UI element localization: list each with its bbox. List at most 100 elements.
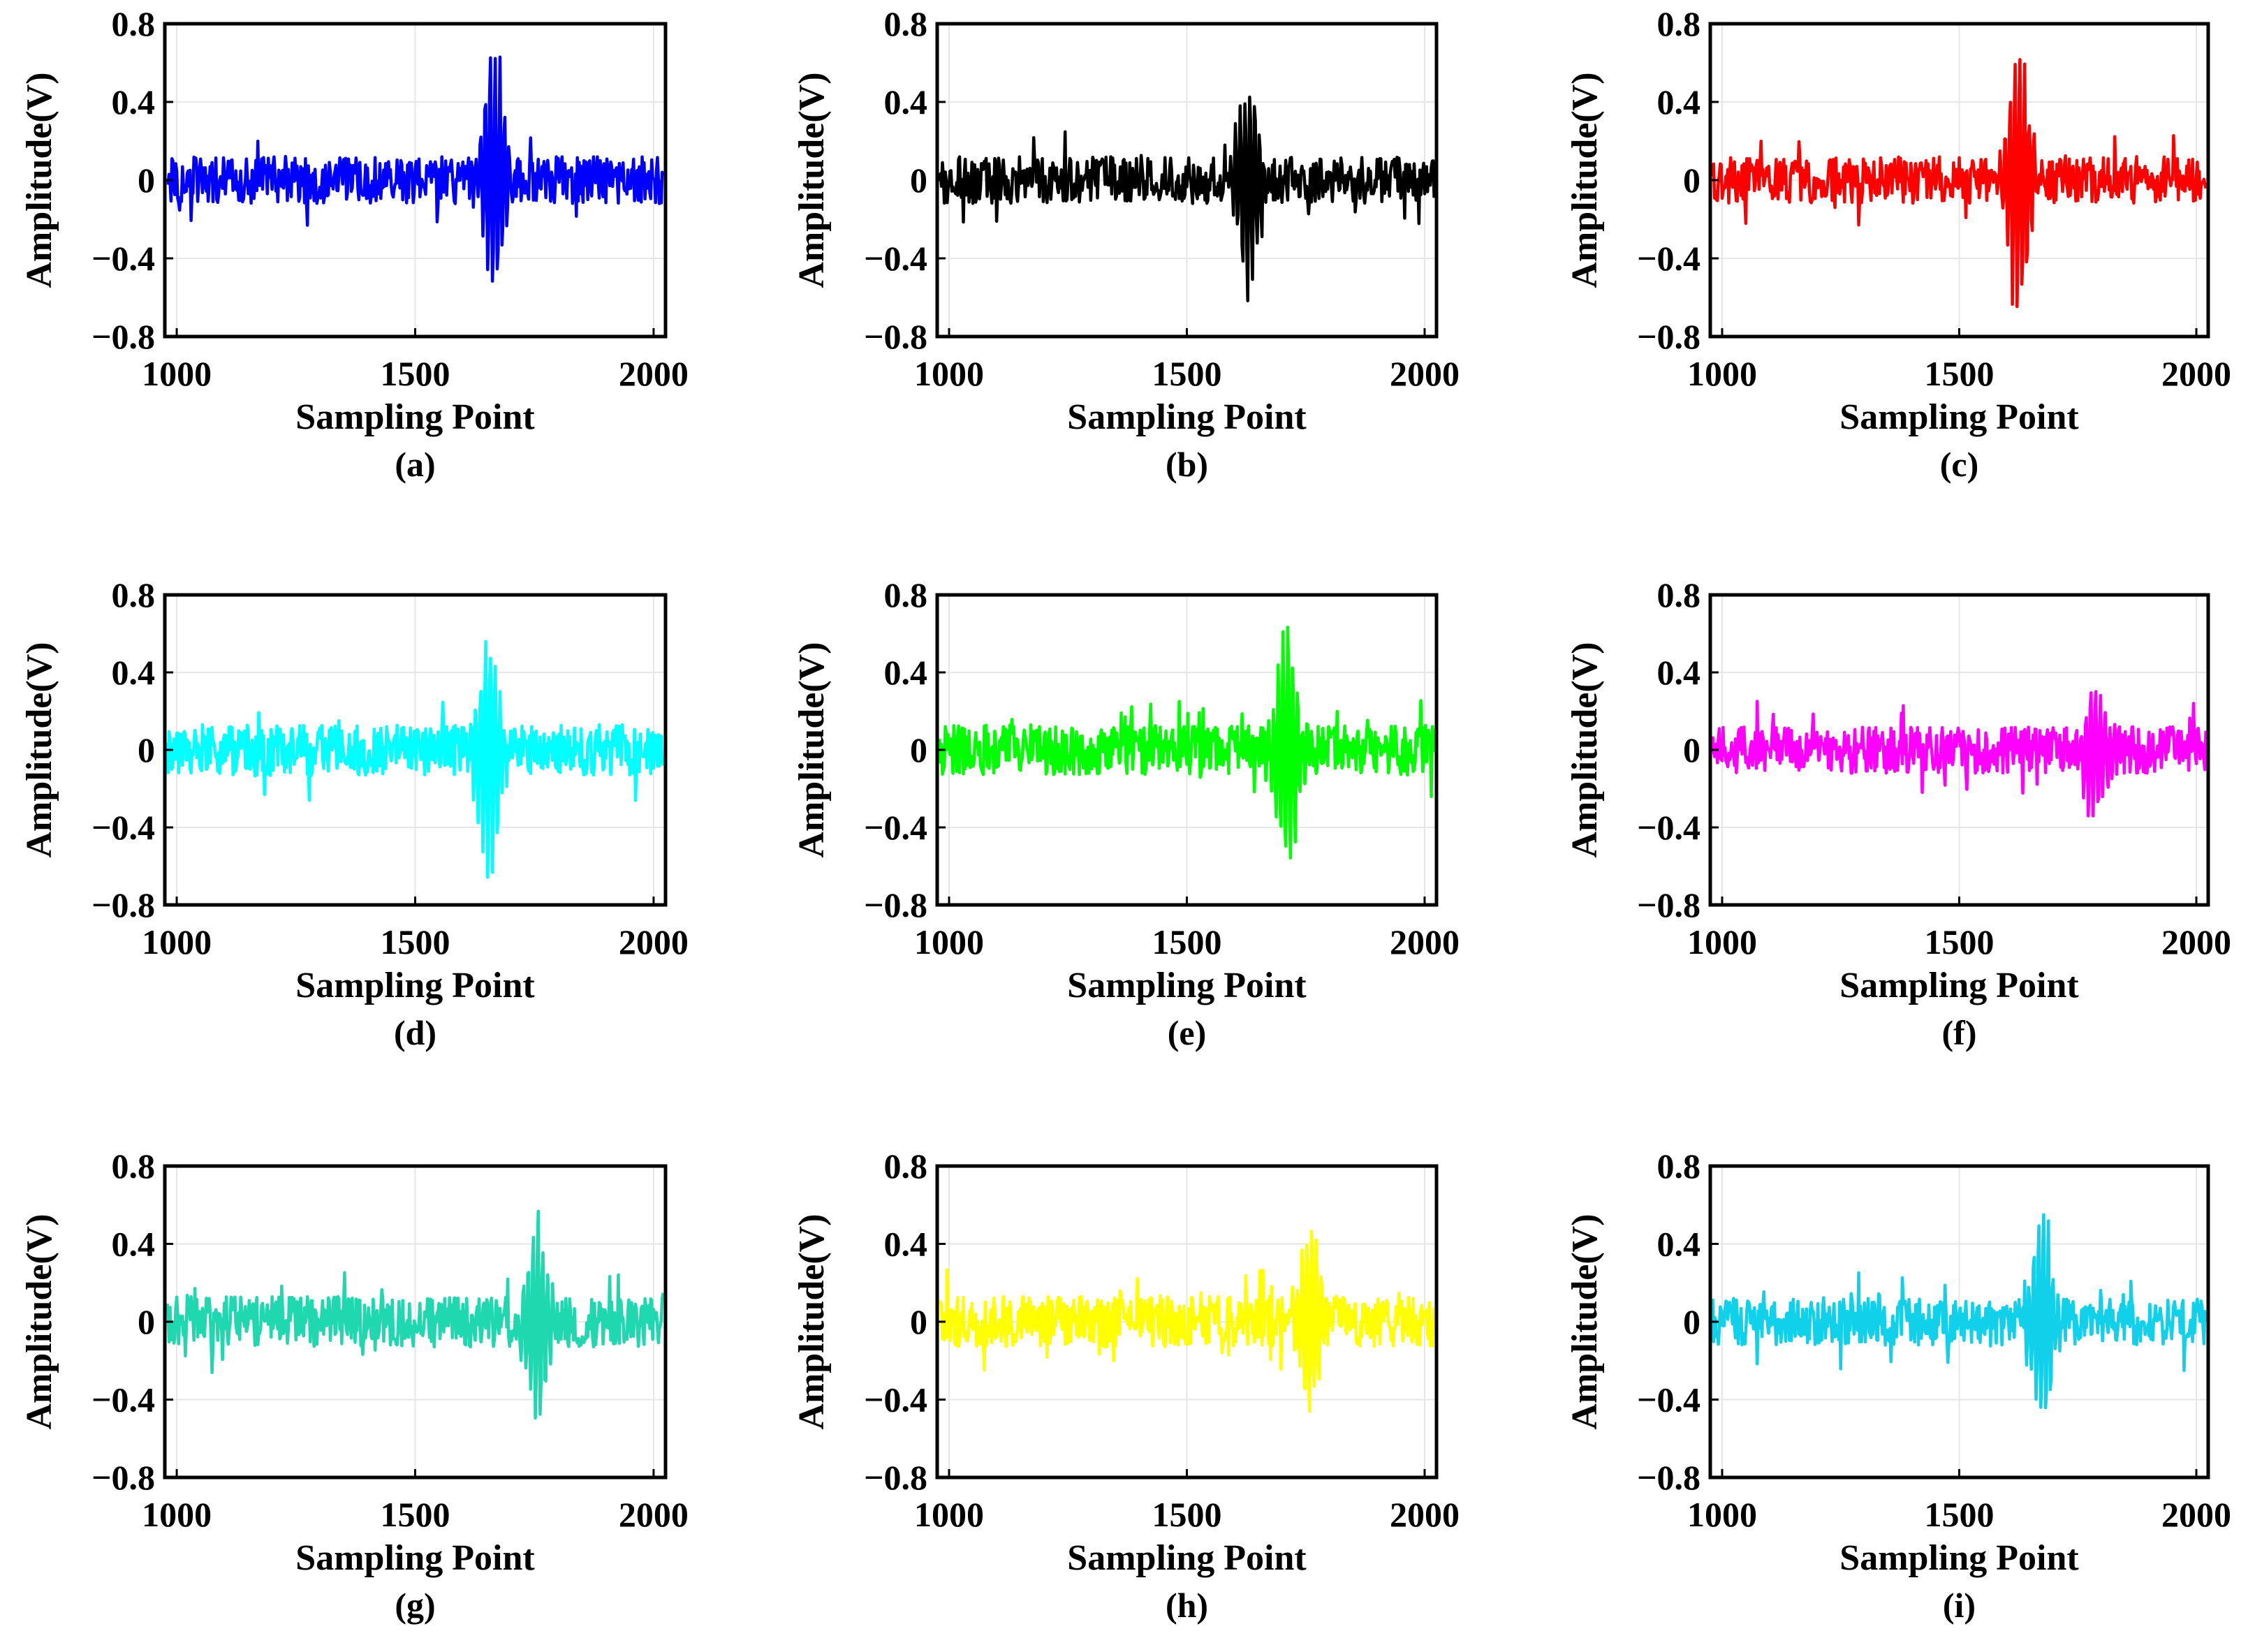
x-tick-label: 1000 xyxy=(142,354,212,393)
y-tick-label: 0 xyxy=(138,1302,155,1341)
panel-caption: (f) xyxy=(1942,1013,1977,1052)
series-line xyxy=(938,95,1436,302)
panel-caption: (a) xyxy=(395,445,435,484)
y-tick-label: 0 xyxy=(138,161,155,200)
x-tick-label: 2000 xyxy=(2161,922,2231,961)
series-line xyxy=(938,626,1436,860)
y-axis-title: Amplitude(V) xyxy=(1565,72,1605,288)
y-tick-label: −0.8 xyxy=(864,1458,927,1497)
y-tick-label: 0.4 xyxy=(112,653,156,692)
subplot-9: 1000 1500 2000 0.8 0.4 0 −0.4 −0.8 Sampling Poin… xyxy=(1565,1146,2231,1625)
subplot-6: 1000 1500 2000 0.8 0.4 0 −0.4 −0.8 Sampling Poin… xyxy=(1565,575,2231,1052)
subplot-2: 1000 1500 2000 0.8 0.4 0 −0.4 −0.8 Sampling Poin… xyxy=(792,4,1460,484)
x-tick-label: 1500 xyxy=(1925,922,1994,961)
y-tick-label: 0.8 xyxy=(112,4,156,43)
y-tick-label: 0.8 xyxy=(1657,4,1701,43)
x-axis-title: Sampling Point xyxy=(1067,397,1307,437)
y-tick-label: −0.8 xyxy=(91,317,155,356)
subplot-1: 1000 1500 2000 0.8 0.4 0 −0.4 −0.8 Sampling Poin… xyxy=(20,4,689,484)
y-tick-label: 0 xyxy=(1683,730,1700,769)
panel-caption: (i) xyxy=(1943,1586,1976,1625)
subplot-8: 1000 1500 2000 0.8 0.4 0 −0.4 −0.8 Sampling Poin… xyxy=(792,1146,1460,1625)
x-tick-label: 1500 xyxy=(381,1495,450,1534)
x-tick-label: 1000 xyxy=(1687,922,1757,961)
y-tick-label: −0.4 xyxy=(91,1380,155,1419)
x-tick-label: 2000 xyxy=(619,1495,689,1534)
y-tick-label: −0.4 xyxy=(1637,239,1700,278)
y-axis-title: Amplitude(V) xyxy=(792,1214,832,1429)
x-tick-label: 1000 xyxy=(1687,354,1757,393)
y-tick-label: −0.8 xyxy=(864,317,927,356)
y-tick-label: −0.4 xyxy=(864,1380,927,1419)
x-tick-label: 1500 xyxy=(1152,922,1222,961)
y-tick-label: −0.8 xyxy=(1637,885,1700,924)
x-tick-label: 1000 xyxy=(914,354,984,393)
y-axis-title: Amplitude(V) xyxy=(20,642,59,857)
x-tick-label: 1500 xyxy=(381,354,450,393)
y-tick-label: 0 xyxy=(910,161,927,200)
y-tick-label: −0.4 xyxy=(91,239,155,278)
x-tick-label: 1500 xyxy=(1152,1495,1222,1534)
x-tick-label: 2000 xyxy=(2161,1495,2231,1534)
y-axis-title: Amplitude(V) xyxy=(20,1214,59,1429)
y-tick-label: 0.4 xyxy=(884,1225,928,1264)
x-tick-label: 1500 xyxy=(1152,354,1222,393)
x-axis-title: Sampling Point xyxy=(295,397,535,437)
y-tick-label: −0.4 xyxy=(91,808,155,847)
series-line xyxy=(938,1230,1436,1413)
y-tick-label: 0.4 xyxy=(884,653,928,692)
series-line xyxy=(1711,690,2207,818)
x-tick-label: 1500 xyxy=(1925,1495,1994,1534)
y-tick-label: −0.8 xyxy=(91,1458,155,1497)
series-line xyxy=(1711,1213,2207,1410)
y-tick-label: −0.4 xyxy=(864,808,927,847)
x-axis-title: Sampling Point xyxy=(1839,966,2079,1005)
y-tick-label: 0 xyxy=(138,730,155,769)
x-tick-label: 1000 xyxy=(142,1495,212,1534)
y-tick-label: −0.8 xyxy=(1637,1458,1700,1497)
y-tick-label: 0.8 xyxy=(884,1146,928,1186)
panel-caption: (c) xyxy=(1940,445,1979,484)
series-line xyxy=(166,55,665,283)
y-tick-label: −0.4 xyxy=(864,239,927,278)
x-tick-label: 2000 xyxy=(1390,1495,1460,1534)
y-axis-title: Amplitude(V) xyxy=(792,72,832,288)
x-axis-title: Sampling Point xyxy=(1067,1538,1307,1578)
x-tick-label: 1000 xyxy=(914,1495,984,1534)
y-tick-label: 0 xyxy=(910,1302,927,1341)
panel-caption: (h) xyxy=(1166,1586,1208,1625)
x-tick-label: 1500 xyxy=(1925,354,1994,393)
x-tick-label: 2000 xyxy=(619,354,689,393)
y-axis-title: Amplitude(V) xyxy=(1565,1214,1605,1429)
y-axis-title: Amplitude(V) xyxy=(1565,642,1605,857)
y-tick-label: 0.8 xyxy=(884,4,928,43)
x-tick-label: 2000 xyxy=(1390,354,1460,393)
y-tick-label: −0.8 xyxy=(864,885,927,924)
subplot-4: 1000 1500 2000 0.8 0.4 0 −0.4 −0.8 Sampling Poin… xyxy=(20,575,689,1052)
y-tick-label: 0 xyxy=(1683,1302,1700,1341)
y-tick-label: 0.4 xyxy=(112,1225,156,1264)
subplot-3: 1000 1500 2000 0.8 0.4 0 −0.4 −0.8 Sampling Poin… xyxy=(1565,4,2231,484)
y-tick-label: 0.8 xyxy=(1657,575,1701,614)
panel-caption: (e) xyxy=(1168,1013,1207,1052)
x-tick-label: 2000 xyxy=(2161,354,2231,393)
y-tick-label: 0.4 xyxy=(112,82,156,121)
y-tick-label: 0.4 xyxy=(1657,653,1701,692)
y-axis-title: Amplitude(V) xyxy=(792,642,832,857)
x-tick-label: 2000 xyxy=(1390,922,1460,961)
y-tick-label: −0.8 xyxy=(1637,317,1700,356)
series-line xyxy=(166,1209,665,1420)
y-tick-label: 0.4 xyxy=(1657,1225,1701,1264)
x-axis-title: Sampling Point xyxy=(295,966,535,1005)
x-tick-label: 1000 xyxy=(142,922,212,961)
x-axis-title: Sampling Point xyxy=(1839,1538,2079,1578)
x-axis-title: Sampling Point xyxy=(295,1538,535,1578)
y-tick-label: −0.4 xyxy=(1637,1380,1700,1419)
y-tick-label: 0.4 xyxy=(884,82,928,121)
x-axis-title: Sampling Point xyxy=(1839,397,2079,437)
panel-caption: (g) xyxy=(395,1586,435,1625)
y-tick-label: −0.4 xyxy=(1637,808,1700,847)
subplot-7: 1000 1500 2000 0.8 0.4 0 −0.4 −0.8 Sampling Poin… xyxy=(20,1146,689,1625)
panel-caption: (b) xyxy=(1166,445,1208,484)
